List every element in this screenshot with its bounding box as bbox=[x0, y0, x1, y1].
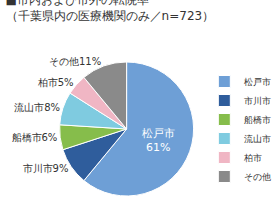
svg-text:その他11%: その他11% bbox=[49, 56, 101, 67]
svg-text:松戸市: 松戸市 bbox=[244, 77, 271, 87]
svg-text:■市内および市外の転院率（千葉県内の医療機関のみ／n=723: ■市内および市外の転院率（千葉県内の医療機関のみ／n=723） bbox=[6, 0, 215, 23]
svg-text:松戸市61%: 松戸市61% bbox=[142, 127, 175, 154]
svg-text:船橋市: 船橋市 bbox=[244, 115, 271, 125]
svg-text:流山市: 流山市 bbox=[244, 134, 271, 144]
svg-text:柏市5%: 柏市5% bbox=[37, 77, 74, 88]
svg-text:船橋市6%: 船橋市6% bbox=[12, 132, 58, 143]
svg-text:流山市8%: 流山市8% bbox=[14, 102, 60, 113]
svg-text:柏市: 柏市 bbox=[243, 153, 262, 163]
svg-text:市川市: 市川市 bbox=[244, 96, 271, 106]
svg-text:その他: その他 bbox=[244, 172, 271, 182]
svg-text:市川市9%: 市川市9% bbox=[23, 163, 69, 174]
